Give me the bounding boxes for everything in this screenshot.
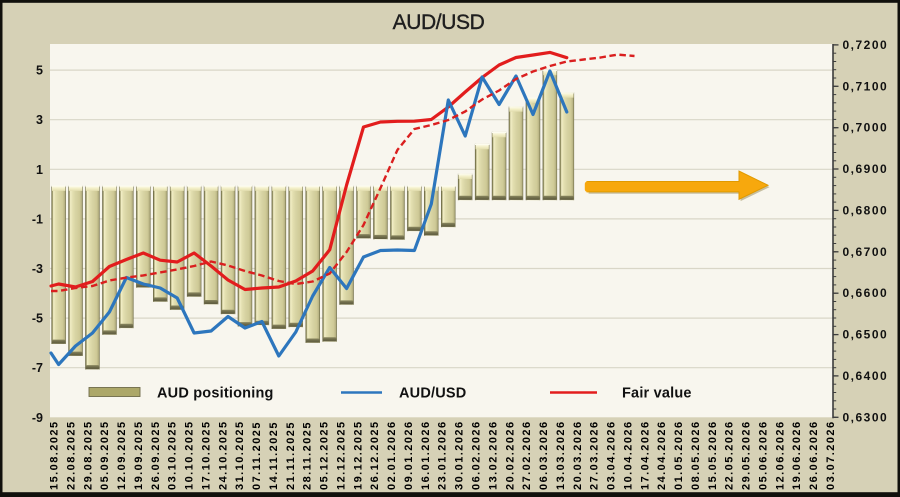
- svg-text:0,6800: 0,6800: [843, 203, 889, 217]
- svg-text:03.10.2025: 03.10.2025: [167, 420, 179, 490]
- svg-text:17.10.2025: 17.10.2025: [200, 420, 212, 490]
- svg-text:26.09.2025: 26.09.2025: [150, 420, 162, 490]
- svg-text:12.12.2025: 12.12.2025: [336, 420, 348, 490]
- svg-text:27.02.2026: 27.02.2026: [521, 420, 533, 490]
- svg-text:AUD/USD: AUD/USD: [399, 386, 466, 402]
- svg-text:10.04.2026: 10.04.2026: [622, 420, 634, 490]
- svg-text:15.08.2025: 15.08.2025: [49, 420, 61, 490]
- svg-text:0,7000: 0,7000: [843, 121, 889, 135]
- svg-text:0,6900: 0,6900: [843, 162, 889, 176]
- svg-text:20.03.2026: 20.03.2026: [572, 420, 584, 490]
- svg-text:Fair value: Fair value: [622, 386, 692, 402]
- svg-text:05.06.2026: 05.06.2026: [758, 420, 770, 490]
- svg-text:07.11.2025: 07.11.2025: [251, 421, 263, 490]
- svg-text:0,7200: 0,7200: [843, 38, 889, 52]
- svg-text:20.02.2026: 20.02.2026: [504, 420, 516, 490]
- svg-text:10.10.2025: 10.10.2025: [184, 420, 196, 490]
- svg-text:13.03.2026: 13.03.2026: [555, 420, 567, 490]
- svg-text:AUD/USD: AUD/USD: [393, 11, 485, 34]
- svg-text:14.11.2025: 14.11.2025: [268, 421, 280, 490]
- svg-text:19.06.2026: 19.06.2026: [791, 420, 803, 490]
- svg-text:26.12.2025: 26.12.2025: [369, 420, 381, 490]
- svg-text:0,6600: 0,6600: [843, 286, 889, 300]
- svg-text:29.05.2026: 29.05.2026: [741, 420, 753, 490]
- svg-text:31.10.2025: 31.10.2025: [234, 420, 246, 490]
- svg-text:22.05.2026: 22.05.2026: [724, 420, 736, 490]
- svg-text:0,6300: 0,6300: [843, 410, 889, 424]
- svg-text:02.01.2026: 02.01.2026: [386, 420, 398, 490]
- svg-text:15.05.2026: 15.05.2026: [707, 420, 719, 490]
- svg-text:-7: -7: [32, 361, 43, 375]
- svg-text:30.01.2026: 30.01.2026: [454, 420, 466, 490]
- svg-text:12.06.2026: 12.06.2026: [774, 420, 786, 490]
- svg-text:06.03.2026: 06.03.2026: [538, 420, 550, 490]
- svg-text:21.11.2025: 21.11.2025: [285, 421, 297, 490]
- svg-text:19.12.2025: 19.12.2025: [352, 420, 364, 490]
- svg-text:-5: -5: [32, 312, 43, 326]
- svg-text:24.10.2025: 24.10.2025: [217, 420, 229, 490]
- svg-text:AUD positioning: AUD positioning: [157, 386, 274, 402]
- svg-text:03.04.2026: 03.04.2026: [606, 420, 618, 490]
- svg-text:12.09.2025: 12.09.2025: [116, 420, 128, 490]
- svg-text:06.02.2026: 06.02.2026: [471, 420, 483, 490]
- svg-text:22.08.2025: 22.08.2025: [65, 420, 77, 490]
- svg-text:23.01.2026: 23.01.2026: [437, 420, 449, 490]
- svg-text:13.02.2026: 13.02.2026: [487, 420, 499, 490]
- svg-text:01.05.2026: 01.05.2026: [673, 420, 685, 490]
- svg-text:-3: -3: [32, 262, 43, 276]
- svg-text:28.11.2025: 28.11.2025: [302, 421, 314, 490]
- svg-text:-9: -9: [32, 411, 43, 425]
- svg-text:0,7100: 0,7100: [843, 79, 889, 93]
- svg-text:05.09.2025: 05.09.2025: [99, 420, 111, 490]
- svg-text:16.01.2026: 16.01.2026: [420, 420, 432, 490]
- svg-text:3: 3: [36, 113, 43, 127]
- svg-text:05.12.2025: 05.12.2025: [319, 420, 331, 490]
- svg-text:0,6400: 0,6400: [843, 369, 889, 383]
- svg-text:17.04.2026: 17.04.2026: [639, 420, 651, 490]
- svg-text:-1: -1: [32, 212, 43, 226]
- svg-text:5: 5: [36, 64, 43, 78]
- svg-text:08.05.2026: 08.05.2026: [690, 420, 702, 490]
- svg-text:27.03.2026: 27.03.2026: [589, 420, 601, 490]
- svg-text:24.04.2026: 24.04.2026: [656, 420, 668, 490]
- svg-text:0,6700: 0,6700: [843, 245, 889, 259]
- svg-text:03.07.2026: 03.07.2026: [825, 420, 837, 490]
- svg-text:09.01.2026: 09.01.2026: [403, 420, 415, 490]
- svg-text:26.06.2026: 26.06.2026: [808, 420, 820, 490]
- svg-text:19.09.2025: 19.09.2025: [133, 420, 145, 490]
- svg-text:0,6500: 0,6500: [843, 328, 889, 342]
- svg-text:29.08.2025: 29.08.2025: [82, 420, 94, 490]
- svg-text:1: 1: [36, 163, 43, 177]
